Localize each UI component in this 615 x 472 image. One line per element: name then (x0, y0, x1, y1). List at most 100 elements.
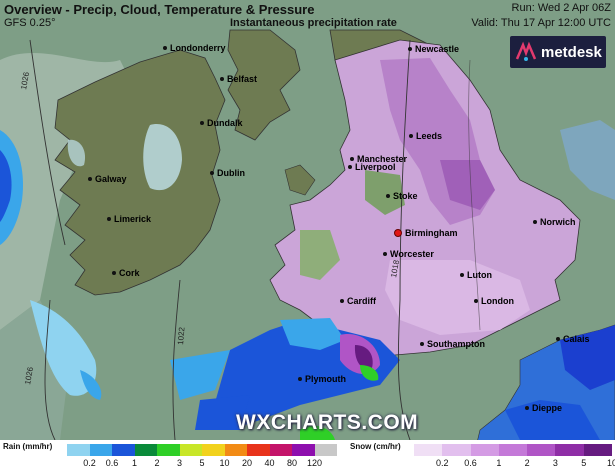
isobar-label: 1026 (19, 71, 31, 91)
city-dot (163, 46, 167, 50)
city-label: Londonderry (163, 43, 226, 53)
city-dot (88, 177, 92, 181)
rain-color-scale (67, 444, 337, 456)
snow-color-scale (414, 444, 612, 456)
city-dot (107, 217, 111, 221)
city-label: Norwich (533, 217, 576, 227)
city-label: Belfast (220, 74, 257, 84)
rain-peak-channel (300, 425, 335, 440)
legend: Rain (mm/hr) 0.2 0.6 1 2 3 5 10 20 40 80 120 Snow … (0, 440, 615, 472)
snow-swatch (414, 444, 443, 456)
rain-tick-label: 120 (306, 458, 323, 468)
city-label: Plymouth (298, 374, 346, 384)
snow-swatch (527, 444, 556, 456)
rain-swatch (89, 444, 112, 456)
rain-area-celtic-sea (170, 350, 230, 400)
city-dot (525, 406, 529, 410)
city-label: Dieppe (525, 403, 562, 413)
map-title: Overview - Precip, Cloud, Temperature & … (4, 2, 315, 17)
rain-core-west (0, 150, 12, 222)
rain-swatch (112, 444, 135, 456)
snow-scale-ticks: 0.2 0.6 1 2 3 5 10 (414, 458, 615, 470)
rain-tick-label: 3 (176, 458, 183, 468)
isobar-line (172, 279, 181, 441)
city-dot (210, 171, 214, 175)
city-dot (298, 377, 302, 381)
city-label: Dublin (210, 168, 245, 178)
isobar-label: 1022 (176, 326, 187, 345)
isobar-line (397, 39, 411, 441)
snow-tick-label: 2 (524, 458, 530, 468)
isobar-line (29, 39, 66, 246)
metdesk-logo: metdesk (510, 36, 606, 68)
rain-patch-southwest (80, 370, 102, 400)
isobar-label: 1026 (23, 366, 35, 386)
rain-swatch (67, 444, 90, 456)
snow-tick-label: 3 (552, 458, 558, 468)
light-snow-south (385, 260, 530, 335)
city-dot-highlight (394, 229, 402, 237)
city-label: Newcastle (408, 44, 459, 54)
city-dot (220, 77, 224, 81)
rain-tick-label: 1 (131, 458, 138, 468)
cloud-area-atlantic (0, 52, 140, 331)
rain-tick-label: 5 (199, 458, 205, 468)
rain-swatch (269, 444, 292, 456)
snow-tick-label: 1 (496, 458, 502, 468)
rain-peak-dartmoor (360, 365, 379, 381)
landmass-scotland (227, 29, 301, 141)
city-label: Cardiff (340, 296, 376, 306)
city-dot (556, 337, 560, 341)
metdesk-logo-text: metdesk (541, 43, 602, 61)
rain-swatch (224, 444, 247, 456)
rain-tick-label: 20 (241, 458, 253, 468)
rain-swatch (314, 444, 337, 456)
city-dot (460, 273, 464, 277)
rain-tick-label: 10 (219, 458, 230, 468)
city-label: Galway (88, 174, 127, 184)
rain-swatch (292, 444, 315, 456)
city-label: Stoke (386, 191, 418, 201)
snow-core-yorkshire (440, 160, 495, 210)
rain-swatch (134, 444, 157, 456)
watermark: WXCHARTS.COM (236, 411, 419, 434)
run-time: Run: Wed 2 Apr 06Z (511, 2, 611, 14)
snow-tick-label: 10 (606, 458, 615, 468)
snow-swatch (498, 444, 528, 456)
clear-sky-ireland (143, 124, 182, 191)
clear-patch-stoke (365, 170, 405, 215)
rain-area-normandy (505, 400, 600, 440)
rain-scale-ticks: 0.2 0.6 1 2 3 5 10 20 40 80 120 (67, 458, 337, 470)
city-label: London (474, 296, 514, 306)
city-label: Limerick (107, 214, 151, 224)
snow-swatch (442, 444, 471, 456)
rain-area-bristol-channel (280, 318, 345, 350)
light-rain-north-sea (560, 120, 615, 200)
city-dot (340, 299, 344, 303)
isobar-label: 1018 (389, 259, 401, 279)
light-rain-southwest (30, 300, 97, 396)
city-dot (200, 121, 204, 125)
rain-tick-label: 2 (154, 458, 160, 468)
metdesk-logo-icon (515, 41, 537, 61)
city-dot (409, 134, 413, 138)
city-label: Birmingham (394, 228, 458, 238)
model-label: GFS 0.25° (4, 17, 56, 29)
city-label: Dundalk (200, 118, 243, 128)
snow-tick-label: 0.6 (464, 458, 477, 468)
rain-area-celtic-south (195, 395, 250, 430)
rain-tick-label: 80 (286, 458, 298, 468)
snow-swatch (583, 444, 612, 456)
city-dot (420, 342, 424, 346)
rain-swatch (157, 444, 180, 456)
city-dot (408, 47, 412, 51)
city-dot (348, 165, 352, 169)
rain-swatch (202, 444, 225, 456)
city-label: Cork (112, 268, 140, 278)
city-dot (474, 299, 478, 303)
snow-swatch (470, 444, 499, 456)
snow-swatch (555, 444, 584, 456)
rain-core-calais (560, 325, 615, 390)
rain-tick-label: 0.6 (105, 458, 119, 468)
